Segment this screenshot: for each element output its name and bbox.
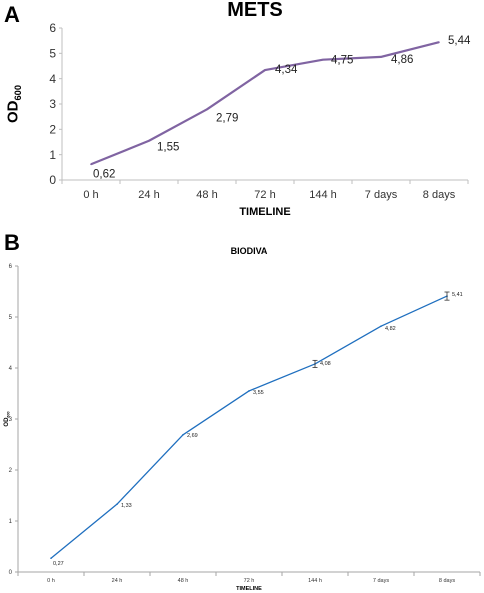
data-point xyxy=(322,58,324,61)
data-label: 4,08 xyxy=(320,361,331,367)
y-tick-label: 0 xyxy=(9,570,13,576)
x-tick-label: 0 h xyxy=(47,578,55,584)
data-point xyxy=(380,325,382,327)
x-axis-label: TIMELINE xyxy=(239,206,290,218)
data-point xyxy=(182,434,184,436)
data-point xyxy=(90,163,92,166)
data-point xyxy=(148,139,150,142)
y-tick-label: 1 xyxy=(9,519,13,525)
data-label: 0,27 xyxy=(53,561,64,567)
panel-letter-a: A xyxy=(4,2,20,27)
y-tick-label: 2 xyxy=(49,123,56,137)
data-point xyxy=(264,69,266,71)
panel-letter-b: B xyxy=(4,230,20,255)
data-label: 4,75 xyxy=(331,55,353,67)
x-tick-label: 48 h xyxy=(178,578,189,584)
y-tick-label: 5 xyxy=(49,47,56,61)
data-label: 3,55 xyxy=(253,390,264,396)
data-label: 1,55 xyxy=(157,142,179,154)
x-tick-label: 24 h xyxy=(138,189,159,201)
y-axis-label: OD600 xyxy=(4,85,23,123)
data-point xyxy=(50,557,52,560)
y-tick-label: 4 xyxy=(49,72,56,86)
data-label: 5,41 xyxy=(452,292,463,298)
y-axis-label-subscript: 600 xyxy=(7,411,11,417)
data-point xyxy=(206,108,208,111)
x-tick-label: 24 h xyxy=(112,578,123,584)
data-label: 4,82 xyxy=(385,326,396,332)
x-tick-label: 144 h xyxy=(308,578,322,584)
y-tick-label: 1 xyxy=(49,148,56,162)
y-axis-label-subscript: 600 xyxy=(13,85,23,101)
y-tick-label: 0 xyxy=(49,173,56,187)
x-tick-label: 72 h xyxy=(244,578,255,584)
data-point xyxy=(380,56,382,58)
x-tick-label: 7 days xyxy=(373,578,389,584)
data-label: 5,44 xyxy=(448,35,471,47)
chart-title: METS xyxy=(227,0,283,21)
data-label: 2,69 xyxy=(187,433,198,439)
y-axis-label: OD600 xyxy=(4,411,11,426)
data-label: 2,79 xyxy=(216,112,238,124)
x-tick-label: 0 h xyxy=(83,189,98,201)
y-tick-label: 6 xyxy=(9,264,13,270)
data-label: 4,34 xyxy=(275,64,298,76)
y-tick-label: 2 xyxy=(9,468,13,474)
data-point xyxy=(438,41,440,43)
x-axis-label: TIMELINE xyxy=(236,586,262,592)
y-tick-label: 5 xyxy=(9,315,13,321)
y-tick-label: 3 xyxy=(49,97,56,111)
chart-title: BIODIVA xyxy=(231,246,268,256)
x-tick-label: 48 h xyxy=(196,189,217,201)
y-tick-label: 4 xyxy=(9,366,13,372)
y-axis-label-main: OD xyxy=(4,417,10,427)
x-tick-label: 7 days xyxy=(365,189,398,201)
data-point xyxy=(248,390,250,392)
data-point xyxy=(116,503,118,505)
x-tick-label: 144 h xyxy=(309,189,337,201)
y-tick-label: 3 xyxy=(9,417,13,423)
data-label: 1,33 xyxy=(121,503,132,509)
series-line xyxy=(50,295,448,559)
x-tick-label: 8 days xyxy=(439,578,455,584)
data-label: 4,86 xyxy=(391,54,413,66)
x-tick-label: 72 h xyxy=(254,189,275,201)
x-tick-label: 8 days xyxy=(423,189,456,201)
data-label: 0,62 xyxy=(93,168,115,180)
y-axis-label-main: OD xyxy=(4,100,21,123)
y-tick-label: 6 xyxy=(49,21,56,35)
